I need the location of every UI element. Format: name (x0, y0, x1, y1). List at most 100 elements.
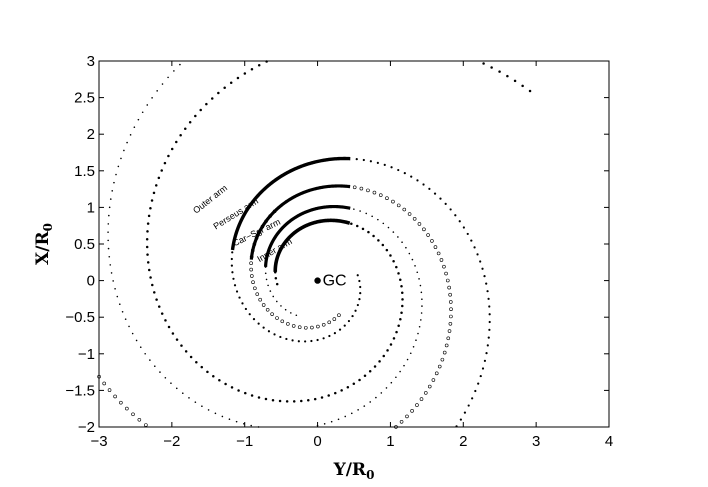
spiral-point (228, 418, 231, 421)
x-tick-label: −2 (163, 433, 180, 450)
spiral-point (391, 199, 395, 204)
spiral-point (482, 62, 485, 65)
spiral-point (151, 283, 154, 287)
spiral-point (483, 359, 487, 362)
spiral-point (167, 325, 171, 329)
spiral-point (243, 422, 245, 425)
spiral-point (448, 292, 452, 297)
spiral-point (353, 208, 355, 210)
spiral-point (454, 214, 457, 217)
spiral-point (184, 127, 187, 130)
spiral-points (97, 60, 532, 429)
spiral-point (157, 305, 161, 308)
spiral-point (399, 318, 402, 321)
spiral-point (137, 118, 140, 121)
spiral-point (133, 126, 136, 128)
spiral-point (420, 291, 423, 294)
spiral-point (107, 231, 109, 233)
spiral-point (257, 426, 260, 428)
spiral-point (358, 378, 361, 382)
spiral-point (371, 215, 373, 218)
spiral-point (392, 337, 396, 340)
spiral-point (273, 333, 276, 336)
spiral-point (394, 425, 398, 429)
spiral-point (115, 173, 117, 176)
spiral-point (126, 141, 128, 144)
spiral-point (205, 102, 208, 106)
spiral-point (455, 425, 458, 428)
spiral-point (439, 197, 442, 200)
spiral-point (356, 303, 359, 307)
spiral-point (422, 227, 426, 232)
spiral-point (366, 188, 370, 193)
spiral-point (369, 401, 372, 403)
spiral-point (188, 397, 190, 399)
plot-area (98, 60, 610, 428)
spiral-point (359, 291, 362, 295)
spiral-point (152, 191, 156, 195)
spiral-point (164, 319, 167, 322)
spiral-point (449, 208, 452, 211)
spiral-point (343, 324, 346, 327)
spiral-point (400, 311, 403, 314)
spiral-point (433, 245, 438, 249)
spiral-point (214, 412, 217, 415)
spiral-point (410, 175, 413, 178)
spiral-point (356, 274, 359, 277)
spiral-point (513, 79, 517, 83)
spiral-point (249, 261, 253, 266)
spiral-point (146, 230, 149, 233)
spiral-point (401, 291, 404, 295)
spiral-point (447, 285, 451, 290)
spiral-point (251, 280, 255, 285)
spiral-point (449, 307, 453, 312)
spiral-point (397, 324, 400, 328)
spiral-point (276, 300, 278, 303)
spiral-point (363, 405, 366, 407)
spiral-point (362, 158, 365, 162)
spiral-point (257, 322, 260, 325)
spiral-point (164, 376, 167, 379)
spiral-point (313, 397, 317, 401)
spiral-point (403, 364, 405, 367)
spiral-point (487, 297, 490, 300)
spiral-point (107, 388, 112, 392)
spiral-point (262, 326, 265, 329)
spiral-point (351, 314, 354, 318)
spiral-point (125, 406, 129, 411)
spiral-point (373, 365, 377, 368)
spiral-point (221, 415, 224, 418)
spiral-point (406, 358, 409, 361)
spiral-point (261, 303, 266, 307)
spiral-point (378, 360, 381, 363)
spiral-point (470, 239, 473, 242)
spiral-point (442, 264, 446, 269)
spiral-point (359, 210, 361, 212)
spiral-point (156, 90, 158, 92)
spiral-point (224, 382, 227, 386)
spiral-point (114, 287, 116, 290)
x-tick-label: 0 (313, 433, 321, 450)
spiral-point (401, 304, 404, 308)
spiral-point (405, 414, 409, 419)
spiral-point (378, 193, 383, 197)
spiral-point (421, 298, 423, 300)
spiral-point (150, 199, 154, 202)
spiral-point (131, 412, 135, 417)
spiral-point (107, 247, 110, 250)
spiral-point (231, 251, 234, 254)
spiral-point (250, 68, 254, 71)
spiral-point (410, 409, 414, 413)
spiral-point (420, 312, 423, 314)
spiral-point (146, 104, 149, 106)
spiral-point (180, 344, 183, 347)
spiral-point (448, 321, 453, 326)
spiral-point (206, 370, 209, 374)
observed-arm-arcs (230, 156, 351, 272)
spiral-point (121, 310, 124, 313)
spiral-point (337, 418, 340, 421)
spiral-point (426, 233, 430, 237)
x-tick-labels: −3 −2 −1 0 1 2 3 4 (90, 433, 613, 450)
spiral-point (167, 76, 169, 79)
spiral-point (418, 325, 421, 328)
